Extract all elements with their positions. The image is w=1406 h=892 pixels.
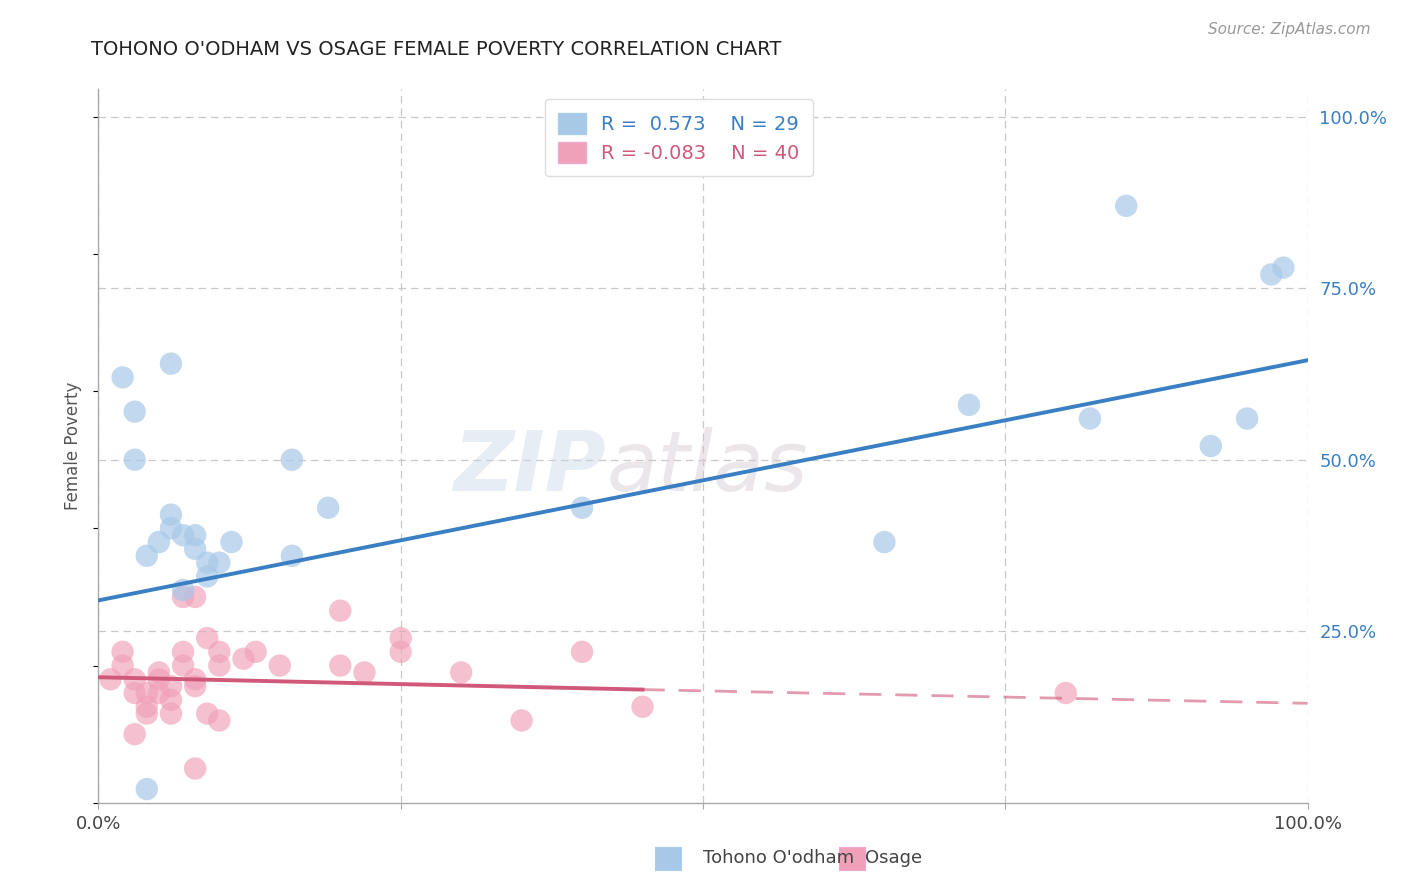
Point — [135, 782, 157, 797]
Point — [208, 658, 231, 673]
Legend: R =  0.573    N = 29, R = -0.083    N = 40: R = 0.573 N = 29, R = -0.083 N = 40 — [544, 99, 813, 177]
Point — [329, 604, 352, 618]
Point — [510, 714, 533, 728]
Point — [221, 535, 243, 549]
Point — [135, 686, 157, 700]
Text: ZIP: ZIP — [454, 427, 606, 508]
Point — [232, 651, 254, 665]
Point — [269, 658, 291, 673]
Point — [389, 631, 412, 645]
Point — [172, 528, 194, 542]
Point — [195, 569, 218, 583]
Point — [135, 706, 157, 721]
Point — [329, 658, 352, 673]
Point — [135, 549, 157, 563]
Point — [172, 658, 194, 673]
Point — [957, 398, 980, 412]
Point — [124, 673, 146, 687]
Point — [148, 686, 170, 700]
Text: atlas: atlas — [606, 427, 808, 508]
Point — [160, 706, 183, 721]
Point — [1199, 439, 1222, 453]
Point — [160, 357, 183, 371]
Point — [208, 714, 231, 728]
Point — [208, 556, 231, 570]
Point — [1078, 411, 1101, 425]
Text: Tohono O'odham: Tohono O'odham — [703, 849, 853, 867]
Point — [124, 452, 146, 467]
Point — [184, 590, 207, 604]
Point — [172, 590, 194, 604]
Point — [184, 541, 207, 556]
Point — [160, 508, 183, 522]
Point — [1054, 686, 1077, 700]
Point — [316, 500, 339, 515]
Point — [281, 452, 304, 467]
Point — [873, 535, 896, 549]
Point — [160, 693, 183, 707]
Point — [172, 583, 194, 598]
Point — [1272, 260, 1295, 275]
Text: Osage: Osage — [865, 849, 922, 867]
Point — [135, 699, 157, 714]
Point — [124, 686, 146, 700]
Point — [148, 535, 170, 549]
Point — [160, 679, 183, 693]
Point — [245, 645, 267, 659]
Text: Source: ZipAtlas.com: Source: ZipAtlas.com — [1208, 22, 1371, 37]
Point — [111, 645, 134, 659]
Point — [124, 727, 146, 741]
Point — [195, 631, 218, 645]
Point — [1236, 411, 1258, 425]
Point — [208, 645, 231, 659]
Point — [172, 645, 194, 659]
Point — [184, 762, 207, 776]
Point — [195, 556, 218, 570]
Point — [111, 658, 134, 673]
Point — [148, 665, 170, 680]
Point — [1260, 268, 1282, 282]
Point — [160, 521, 183, 535]
Point — [571, 500, 593, 515]
Point — [184, 679, 207, 693]
Point — [184, 528, 207, 542]
Point — [184, 673, 207, 687]
Point — [124, 405, 146, 419]
Point — [1115, 199, 1137, 213]
Point — [100, 673, 122, 687]
Point — [148, 673, 170, 687]
Point — [631, 699, 654, 714]
Point — [281, 549, 304, 563]
Point — [450, 665, 472, 680]
Point — [353, 665, 375, 680]
Y-axis label: Female Poverty: Female Poverty — [65, 382, 83, 510]
Point — [195, 706, 218, 721]
Point — [571, 645, 593, 659]
Point — [389, 645, 412, 659]
Point — [111, 370, 134, 384]
Text: TOHONO O'ODHAM VS OSAGE FEMALE POVERTY CORRELATION CHART: TOHONO O'ODHAM VS OSAGE FEMALE POVERTY C… — [91, 40, 782, 59]
